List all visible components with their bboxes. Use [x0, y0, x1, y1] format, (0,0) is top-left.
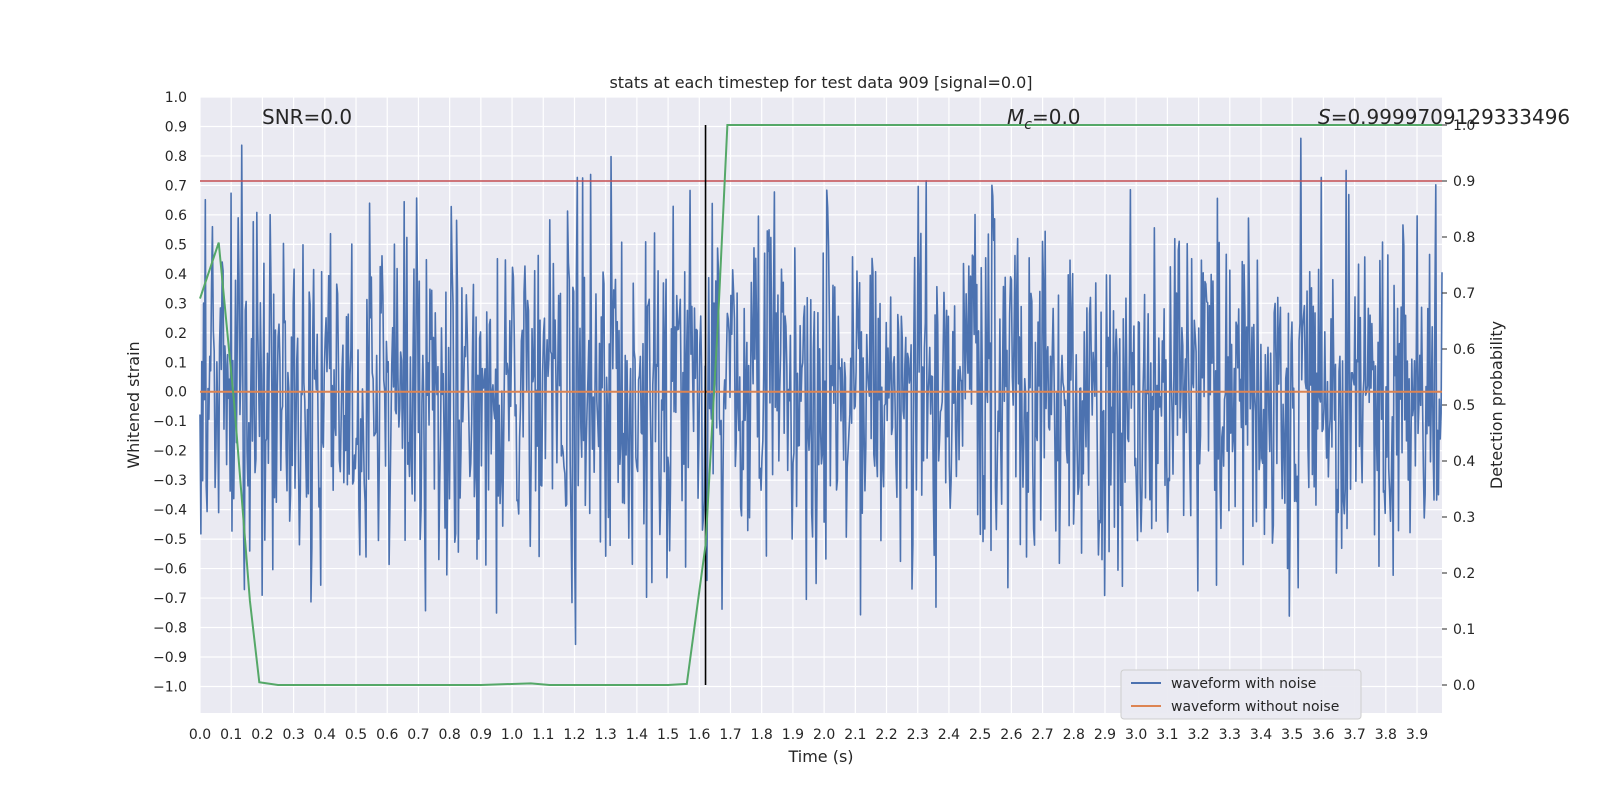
y2-tick-label: 0.5	[1453, 398, 1475, 414]
y-tick-label: 0.2	[165, 326, 187, 342]
y-tick-label: 0.7	[165, 178, 187, 194]
y-tick-label: 1.0	[165, 90, 187, 106]
y2-axis-label: Detection probability	[1487, 321, 1506, 489]
x-tick-label: 1.3	[595, 727, 617, 743]
x-tick-label: 1.7	[719, 727, 741, 743]
x-tick-label: 3.2	[1187, 727, 1209, 743]
y2-tick-label: 0.0	[1453, 678, 1475, 694]
x-tick-label: 2.0	[813, 727, 835, 743]
x-tick-label: 2.1	[844, 727, 866, 743]
x-axis-ticks: 0.0 0.1 0.2 0.3 0.4 0.5 0.6 0.7 0.8 0.9 1.0 1.1 1.2 1…	[189, 727, 1428, 743]
plot-content	[199, 124, 1443, 686]
score-annotation: S=0.9999709129333496	[1318, 105, 1570, 129]
x-tick-label: 3.7	[1343, 727, 1365, 743]
x-tick-label: 3.4	[1250, 727, 1272, 743]
x-tick-label: 0.0	[189, 727, 211, 743]
y2-tick-label: 1.0	[1453, 118, 1475, 134]
x-tick-label: 1.6	[688, 727, 710, 743]
y2-tick-label: 0.8	[1453, 230, 1475, 246]
y-tick-label: −0.8	[153, 621, 187, 637]
x-tick-label: 2.9	[1094, 727, 1116, 743]
x-tick-label: 2.4	[938, 727, 960, 743]
chart-title: stats at each timestep for test data 909…	[609, 73, 1032, 92]
x-tick-label: 2.7	[1031, 727, 1053, 743]
x-tick-label: 3.0	[1125, 727, 1147, 743]
x-tick-label: 2.3	[907, 727, 929, 743]
y-tick-label: 0.0	[165, 385, 187, 401]
y2-tick-label: 0.9	[1453, 174, 1475, 190]
x-tick-label: 0.3	[282, 727, 304, 743]
x-tick-label: 0.9	[470, 727, 492, 743]
y-axis-label: Whitened strain	[124, 341, 143, 468]
y2-tick-label: 0.2	[1453, 566, 1475, 582]
x-tick-label: 2.2	[875, 727, 897, 743]
y-tick-label: −0.9	[153, 650, 187, 666]
y-tick-label: −0.2	[153, 444, 187, 460]
x-tick-label: 1.5	[657, 727, 679, 743]
x-tick-label: 0.6	[376, 727, 398, 743]
x-tick-label: 1.0	[501, 727, 523, 743]
x-tick-label: 2.5	[969, 727, 991, 743]
grid	[199, 96, 1442, 713]
y-axis-ticks: 1.0 0.9 0.8 0.7 0.6 0.5 0.4 0.3 0.2 0.1 0.0 −0.1 −0.…	[153, 90, 187, 695]
legend-box	[1120, 669, 1362, 720]
y2-tick-label: 0.6	[1453, 342, 1475, 358]
y-tick-label: 0.9	[165, 119, 187, 135]
series-detection-probability	[199, 124, 1442, 686]
y-tick-label: 0.6	[165, 208, 187, 224]
y-tick-label: 0.3	[165, 296, 187, 312]
x-tick-label: 1.1	[532, 727, 554, 743]
x-tick-label: 0.2	[251, 727, 273, 743]
x-tick-label: 3.1	[1156, 727, 1178, 743]
y-tick-label: −1.0	[153, 679, 187, 695]
y-tick-label: 0.4	[165, 267, 187, 283]
y-tick-label: −0.4	[153, 503, 187, 519]
y-tick-label: −0.3	[153, 473, 187, 489]
y-tick-label: −0.7	[153, 591, 187, 607]
x-tick-label: 3.8	[1375, 727, 1397, 743]
x-tick-label: 0.4	[314, 727, 336, 743]
x-tick-label: 3.9	[1406, 727, 1428, 743]
y-tick-label: −0.6	[153, 562, 187, 578]
legend: waveform with noise waveform without noi…	[1120, 669, 1362, 720]
y2-tick-label: 0.3	[1453, 510, 1475, 526]
x-tick-label: 3.3	[1219, 727, 1241, 743]
x-tick-label: 3.5	[1281, 727, 1303, 743]
y-tick-label: 0.8	[165, 149, 187, 165]
y2-tick-label: 0.7	[1453, 286, 1475, 302]
y2-axis-ticks: 0.0 0.1 0.2 0.3 0.4 0.5 0.6 0.7 0.8 0.9 1.0	[1442, 118, 1475, 694]
x-tick-label: 0.5	[345, 727, 367, 743]
x-tick-label: 1.9	[782, 727, 804, 743]
x-tick-label: 0.7	[407, 727, 429, 743]
x-tick-label: 1.8	[751, 727, 773, 743]
legend-label-clean: waveform without noise	[1171, 699, 1339, 715]
y2-tick-label: 0.4	[1453, 454, 1475, 470]
series-waveform-with-noise	[199, 137, 1443, 646]
snr-annotation: SNR=0.0	[262, 105, 352, 129]
y-tick-label: 0.5	[165, 237, 187, 253]
legend-label-noisy: waveform with noise	[1171, 676, 1316, 692]
x-tick-label: 0.8	[439, 727, 461, 743]
x-tick-label: 2.8	[1063, 727, 1085, 743]
y-tick-label: −0.1	[153, 414, 187, 430]
x-tick-label: 2.6	[1000, 727, 1022, 743]
x-axis-label: Time (s)	[787, 747, 853, 766]
x-tick-label: 3.6	[1312, 727, 1334, 743]
x-tick-label: 1.4	[626, 727, 648, 743]
y-tick-label: 0.1	[165, 355, 187, 371]
x-tick-label: 1.2	[563, 727, 585, 743]
chirp-mass-annotation: Mc=0.0	[1007, 105, 1081, 133]
x-tick-label: 0.1	[220, 727, 242, 743]
y-tick-label: −0.5	[153, 532, 187, 548]
y2-tick-label: 0.1	[1453, 622, 1475, 638]
